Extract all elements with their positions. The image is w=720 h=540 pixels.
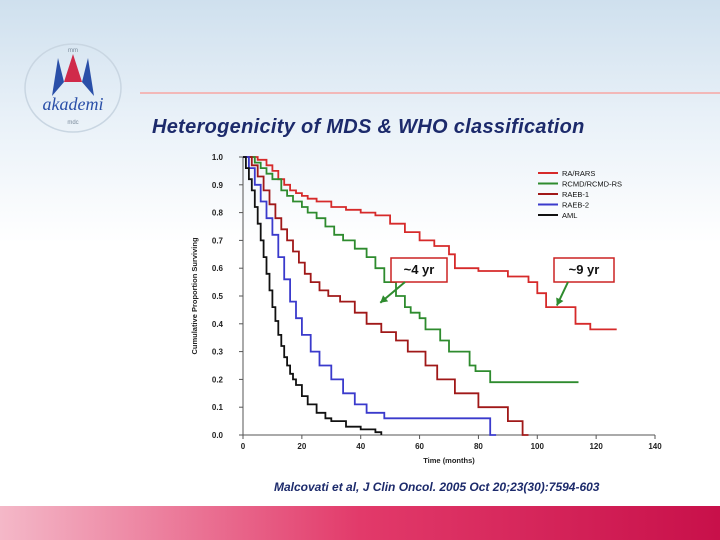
y-tick-label: 0.8 — [212, 209, 224, 218]
series-line-raeb-1 — [243, 156, 529, 436]
x-tick-label: 60 — [415, 442, 424, 451]
y-tick-label: 0.6 — [212, 264, 224, 273]
callout-label: ~9 yr — [569, 262, 600, 277]
y-tick-label: 0.9 — [212, 181, 224, 190]
chart-annotations: ~4 yr ~9 yr — [379, 257, 615, 306]
series-line-aml — [243, 156, 383, 435]
y-tick-label: 1.0 — [212, 153, 224, 162]
y-tick-label: 0.7 — [212, 236, 224, 245]
x-tick-label: 0 — [241, 442, 246, 451]
y-tick-label: 0.2 — [212, 375, 224, 384]
logo-mark-left — [52, 58, 64, 96]
y-tick-label: 0.5 — [212, 292, 224, 301]
logo-mark-right — [82, 58, 94, 96]
akademi-logo: mm akademi mdc — [24, 43, 122, 133]
logo-mark-center — [64, 54, 82, 82]
callout-label: ~4 yr — [404, 262, 435, 277]
x-tick-label: 80 — [474, 442, 483, 451]
x-tick-label: 100 — [531, 442, 545, 451]
logo-wordmark: akademi — [43, 94, 104, 114]
y-axis-title: Cumulative Proportion Surviving — [190, 237, 199, 355]
y-tick-label: 0.4 — [212, 320, 224, 329]
series-line-raeb-2 — [243, 156, 497, 436]
series-line-rcmd-rcmd-rs — [243, 156, 579, 384]
callout-arrowhead — [556, 297, 564, 306]
x-tick-label: 20 — [297, 442, 306, 451]
footer-bar — [0, 506, 720, 540]
callout-box — [553, 257, 615, 283]
citation: Malcovati et al, J Clin Oncol. 2005 Oct … — [274, 480, 600, 494]
slide-title: Heterogenicity of MDS & WHO classificati… — [152, 116, 585, 138]
logo-top-text: mm — [68, 48, 78, 54]
y-tick-label: 0.0 — [212, 431, 224, 440]
legend-label: AML — [562, 211, 577, 220]
x-tick-label: 140 — [648, 442, 662, 451]
logo-ring — [24, 43, 122, 133]
callout-box — [390, 257, 448, 283]
chart-series — [243, 156, 617, 436]
series-line-ra-rars — [243, 156, 617, 331]
x-tick-label: 120 — [589, 442, 603, 451]
x-tick-label: 40 — [356, 442, 365, 451]
chart-axes: 0.0 0.1 0.2 0.3 0.4 0.5 0.6 0.7 0.8 0.9 1.0 0 20 40 60… — [190, 153, 662, 465]
header-divider — [140, 92, 720, 94]
logo-sub-text: mdc — [67, 120, 78, 126]
legend-label: RA/RARS — [562, 169, 595, 178]
legend-label: RAEB-2 — [562, 201, 589, 210]
x-axis-title: Time (months) — [423, 456, 475, 465]
legend-label: RAEB-1 — [562, 190, 589, 199]
y-tick-label: 0.3 — [212, 348, 224, 357]
y-tick-label: 0.1 — [212, 403, 224, 412]
survival-chart: 0.0 0.1 0.2 0.3 0.4 0.5 0.6 0.7 0.8 0.9 1.0 0 20 40 60… — [190, 153, 662, 465]
legend-label: RCMD/RCMD-RS — [562, 180, 622, 189]
callout-arrowhead — [380, 295, 389, 303]
